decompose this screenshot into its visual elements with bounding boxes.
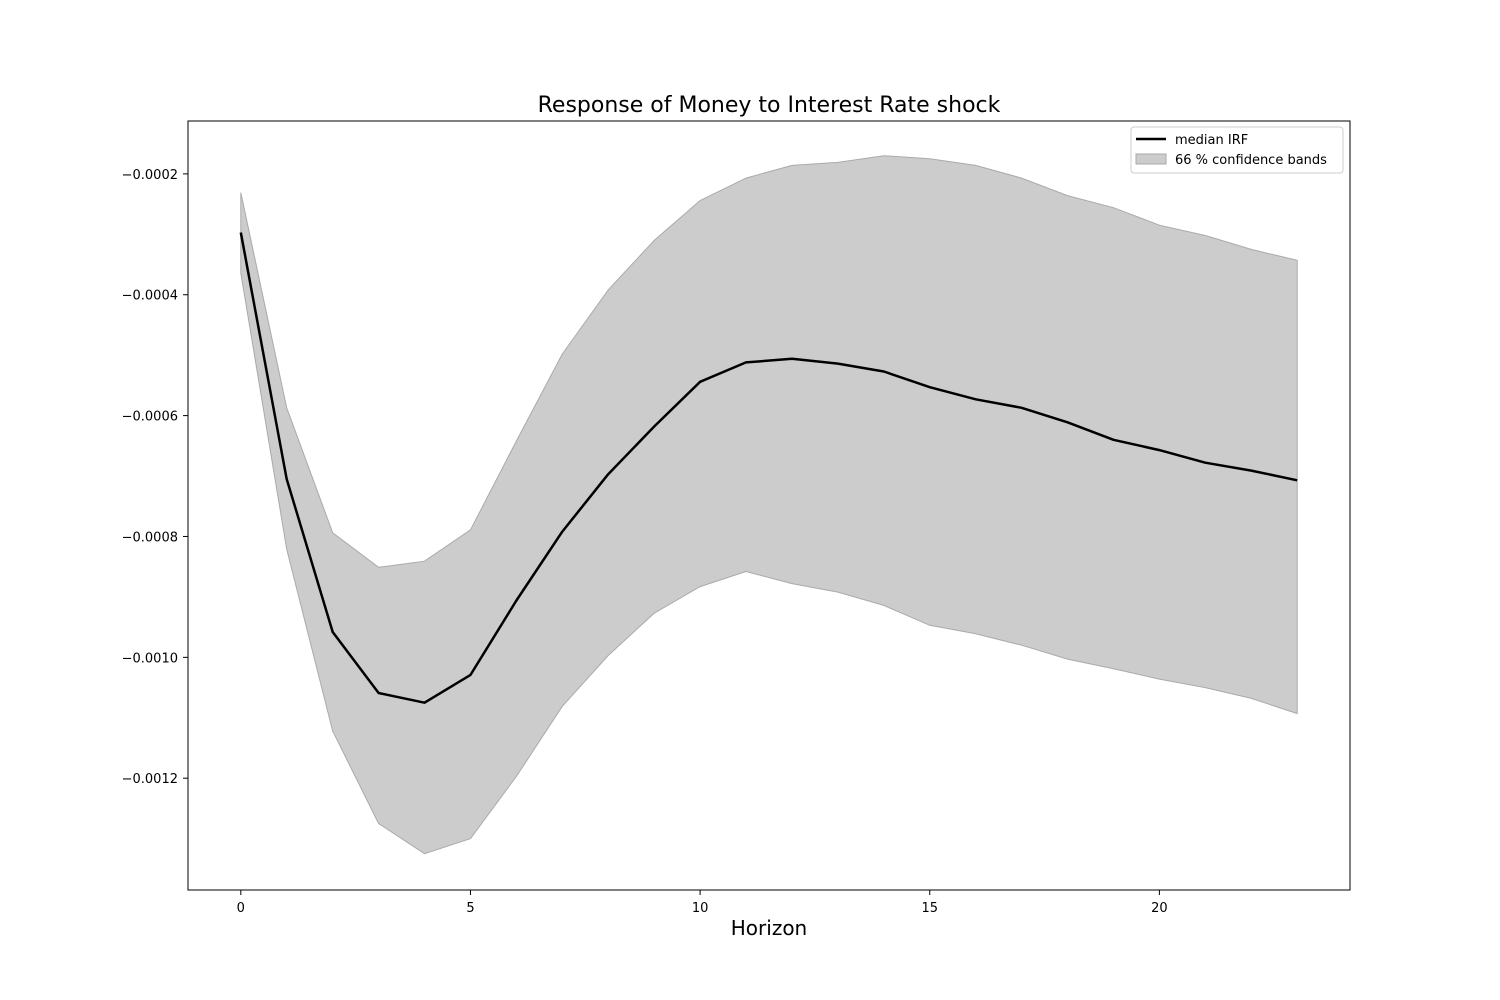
x-tick-label: 10 xyxy=(692,901,709,916)
y-tick-label: −0.0008 xyxy=(122,530,178,545)
legend-band-swatch xyxy=(1135,153,1167,165)
legend-box xyxy=(1130,126,1344,174)
x-tick-label: 20 xyxy=(1151,901,1168,916)
y-tick-label: −0.0012 xyxy=(122,772,178,787)
x-tick-label: 5 xyxy=(466,901,474,916)
y-tick-label: −0.0002 xyxy=(122,168,178,183)
x-tick-label: 15 xyxy=(921,901,938,916)
legend-label-band: 66 % confidence bands xyxy=(1175,153,1327,168)
confidence-band-area xyxy=(240,155,1298,855)
y-tick-label: −0.0004 xyxy=(122,289,178,304)
y-tick-label: −0.0010 xyxy=(122,651,178,666)
plot-frame xyxy=(187,120,1351,891)
x-axis: 0 5 10 15 20 xyxy=(237,890,1168,916)
y-tick-label: −0.0006 xyxy=(122,410,178,425)
median-irf-line xyxy=(239,232,1298,704)
legend-label-median: median IRF xyxy=(1175,133,1248,148)
plot-area xyxy=(239,155,1298,855)
y-axis: −0.0002 −0.0004 −0.0006 −0.0008 −0.0010 −0.00… xyxy=(122,168,188,787)
x-tick-label: 0 xyxy=(237,901,245,916)
x-axis-label: Horizon xyxy=(731,916,807,940)
legend: median IRF 66 % confidence bands xyxy=(1130,126,1344,174)
chart-title: Response of Money to Interest Rate shock xyxy=(538,93,1001,118)
